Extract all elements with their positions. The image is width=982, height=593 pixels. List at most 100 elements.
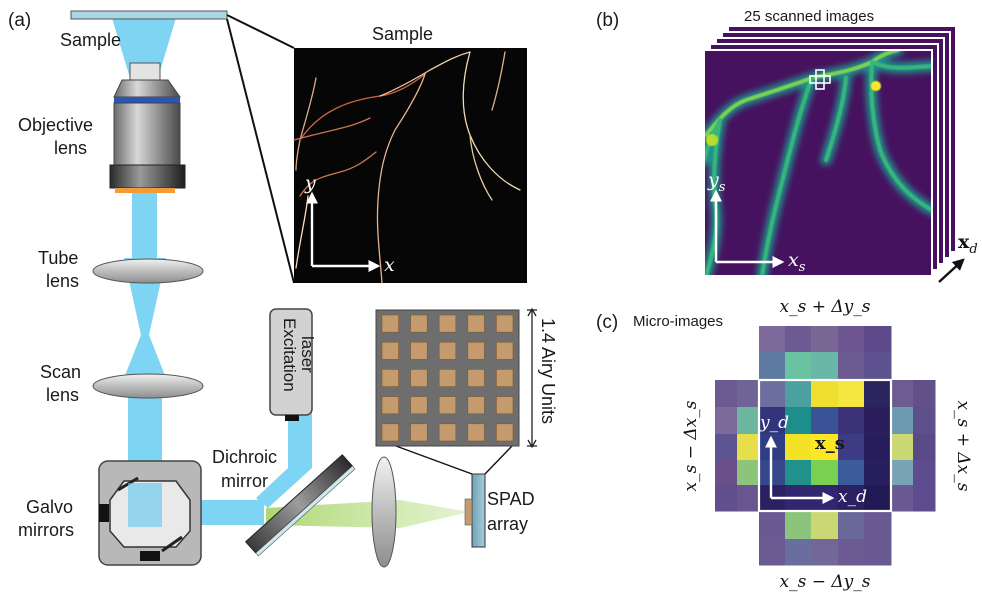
micro-pixel <box>811 460 839 486</box>
sample-inset: Sample x y <box>293 24 527 284</box>
micro-pixel <box>891 380 914 408</box>
micro-pixel <box>838 460 865 486</box>
galvo-label-1: Galvo <box>26 497 73 517</box>
neuron-fibers <box>293 51 521 284</box>
tube-label-2: lens <box>46 271 79 291</box>
sample-slide <box>70 10 228 20</box>
micro-pixel <box>785 326 812 353</box>
fiber <box>491 51 506 111</box>
micro-pixel <box>811 539 839 566</box>
c-x-label: x_d <box>838 487 867 507</box>
spad-pixel <box>381 396 399 415</box>
objective-label-2: lens <box>54 138 87 158</box>
micro-pixel <box>864 326 892 353</box>
micro-pixel <box>838 380 865 408</box>
micro-pixel <box>891 407 914 435</box>
micro-pixel <box>759 434 786 461</box>
micro-pixel <box>838 326 865 353</box>
micro-pixel <box>759 460 786 486</box>
spad-pixel <box>410 423 428 442</box>
spad-pixel <box>438 314 457 333</box>
galvo-mirrors <box>98 460 202 566</box>
excitation-laser: Excitation laser <box>269 308 317 421</box>
right-label: x_s + Δx_s <box>953 401 973 492</box>
spad-pixel <box>496 314 514 333</box>
inset-title: Sample <box>372 24 433 44</box>
fiber <box>469 134 493 201</box>
c-y-label: y_d <box>759 413 789 433</box>
structure-core <box>870 60 932 70</box>
airy-label: 1.4 Airy Units <box>538 318 558 424</box>
spad-pixel <box>438 396 457 415</box>
micro-pixel <box>759 511 786 540</box>
micro-pixel <box>913 380 936 408</box>
micro-pixel <box>864 407 892 435</box>
laser-label-1: Excitation <box>280 318 299 392</box>
laser-label-2: laser <box>298 336 317 373</box>
bright-spot <box>706 134 718 146</box>
micro-pixel <box>759 352 786 381</box>
scan-label-2: lens <box>46 385 79 405</box>
micro-pixel <box>811 434 839 461</box>
top-label: x_s + Δy_s <box>780 297 871 317</box>
micro-pixel <box>891 485 914 512</box>
galvo-label-2: mirrors <box>18 520 74 540</box>
inset-background <box>294 48 527 283</box>
zoom-line-bottom <box>226 18 295 284</box>
scan-lens <box>92 373 204 399</box>
micro-pixel <box>891 434 914 461</box>
spad-pixel <box>438 341 457 360</box>
objective-label-1: Objective <box>18 115 93 135</box>
scan-crosshair <box>809 69 831 90</box>
micro-images-title: Micro-images <box>633 313 723 330</box>
micro-pixel <box>715 485 738 512</box>
spad-pixel <box>467 369 485 387</box>
micro-pixel <box>737 380 760 408</box>
xd-label: xd <box>958 231 978 257</box>
spad-pixel <box>381 369 399 387</box>
micro-pixel <box>864 460 892 486</box>
spad-pixel <box>410 341 428 360</box>
micro-pixel <box>838 434 865 461</box>
micro-pixel <box>891 460 914 486</box>
spad-pixel <box>467 314 485 333</box>
spad-zoom-line-left <box>395 445 473 475</box>
emission-beam <box>266 500 470 528</box>
spad-label-2: array <box>487 514 528 534</box>
spad-pixel <box>467 423 485 442</box>
structure-core <box>824 76 848 162</box>
spad-pixel <box>410 369 428 387</box>
micro-pixel <box>785 407 812 435</box>
micro-pixel <box>811 511 839 540</box>
fiber <box>299 151 377 197</box>
micro-pixel <box>737 434 760 461</box>
sample-label: Sample <box>60 30 121 50</box>
micro-pixel <box>838 407 865 435</box>
micro-pixel <box>864 352 892 381</box>
panel-a-tag: (a) <box>8 10 31 31</box>
spad-pixel <box>410 396 428 415</box>
fiber <box>293 117 371 141</box>
micro-pixel <box>715 460 738 486</box>
spad-pixel <box>438 369 457 387</box>
micro-pixel <box>737 407 760 435</box>
micro-pixel <box>785 539 812 566</box>
micro-pixel <box>864 434 892 461</box>
emission-lens <box>371 456 397 568</box>
fiber <box>379 51 471 97</box>
micro-pixel <box>759 539 786 566</box>
b-x-label: xs <box>788 249 806 275</box>
scanned-images-title: 25 scanned images <box>744 8 874 25</box>
left-label: x_s − Δx_s <box>681 400 701 491</box>
tube-lens <box>92 258 204 284</box>
micro-pixel <box>737 460 760 486</box>
micro-pixel <box>838 539 865 566</box>
zoom-line-top <box>226 14 295 49</box>
panel-b: (b) 25 scanned images xs ys xd <box>596 8 978 283</box>
dichroic-label-1: Dichroic <box>212 447 277 467</box>
spad-zoom-line-right <box>484 445 513 475</box>
micro-pixel <box>785 380 812 408</box>
tube-label-1: Tube <box>38 248 78 268</box>
panel-c: (c) Micro-images x_s x_d y_d x_s + Δy_s … <box>596 297 973 592</box>
